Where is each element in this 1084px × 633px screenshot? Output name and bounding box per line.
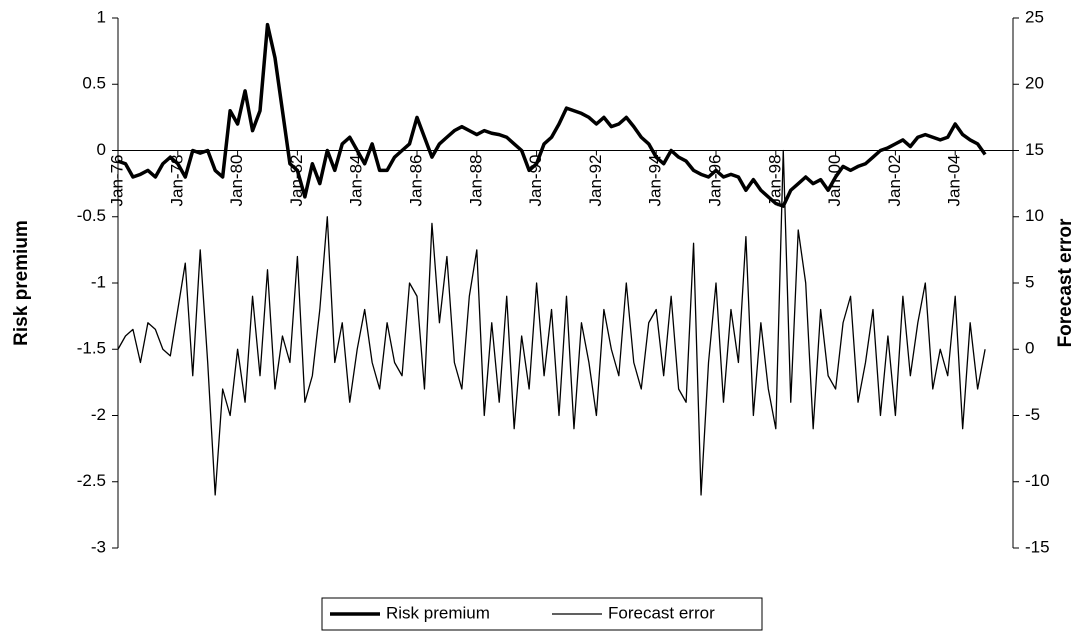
x-tick-label: Jan-84: [347, 155, 366, 207]
y2-tick-label: 25: [1025, 7, 1044, 26]
y2-tick-label: -15: [1025, 537, 1050, 556]
series-line: [117, 22, 987, 208]
y-tick-label: -2.5: [77, 471, 106, 490]
x-tick-label: Jan-86: [406, 155, 425, 207]
y2-tick-label: 15: [1025, 140, 1044, 159]
x-tick-label: Jan-76: [107, 155, 126, 207]
series-line: [117, 149, 986, 496]
x-tick-label: Jan-96: [705, 155, 724, 207]
y-tick-label: -1.5: [77, 339, 106, 358]
x-tick-label: Jan-92: [586, 155, 605, 207]
y-tick-label: -3: [91, 537, 106, 556]
x-tick-label: Jan-88: [466, 155, 485, 207]
x-tick-label: Jan-94: [646, 155, 665, 207]
y2-tick-label: 20: [1025, 74, 1044, 93]
y-axis-title: Risk premium: [11, 220, 32, 346]
x-tick-label: Jan-02: [885, 155, 904, 207]
y2-tick-label: 0: [1025, 339, 1034, 358]
y-tick-label: 1: [97, 7, 106, 26]
y2-tick-label: -10: [1025, 471, 1050, 490]
legend-label: Forecast error: [608, 603, 715, 622]
y2-axis-title: Forecast error: [1055, 218, 1076, 347]
legend-label: Risk premium: [386, 603, 490, 622]
y2-tick-label: -5: [1025, 405, 1040, 424]
y-tick-label: 0: [97, 140, 106, 159]
y-tick-label: -0.5: [77, 206, 106, 225]
y2-tick-label: 10: [1025, 206, 1044, 225]
x-tick-label: Jan-04: [945, 155, 964, 207]
x-tick-label: Jan-80: [227, 155, 246, 207]
y2-tick-label: 5: [1025, 272, 1034, 291]
y-tick-label: -2: [91, 405, 106, 424]
legend-box: [321, 597, 763, 631]
y-tick-label: 0.5: [82, 74, 106, 93]
x-tick-label: Jan-98: [765, 155, 784, 207]
y-tick-label: -1: [91, 272, 106, 291]
